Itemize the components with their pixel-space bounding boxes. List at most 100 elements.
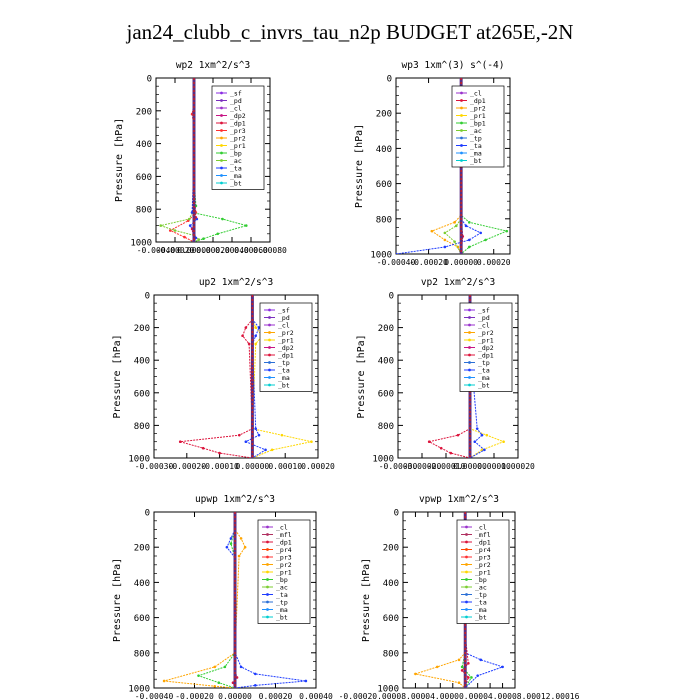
data-point-_dp1 [427,440,431,444]
legend-marker [460,159,463,162]
data-point-_dp1 [241,334,244,338]
legend-marker [266,540,269,544]
legend-label: _pr1 [276,568,292,576]
legend-marker [220,99,223,102]
data-point-_pr2 [213,665,217,669]
data-point-_ta [473,440,477,444]
legend-marker [465,525,468,529]
chart-title: wp2 1xm^2/s^3 [176,60,250,71]
data-point-_ta [467,238,471,242]
y-tick-label: 0 [145,509,150,519]
legend-label: _tp [276,598,288,606]
legend-label: _tp [470,134,482,142]
legend-label: _pr3 [276,553,292,561]
x-tick-label: -0.00020 [156,246,195,255]
x-tick-label: 0.00010 [268,462,302,471]
y-tick-label: 400 [378,357,394,367]
data-point-_ta [239,665,243,669]
legend-marker [220,159,223,162]
data-point-_pr2 [414,672,417,676]
legend-label: _pr3 [230,127,246,135]
data-point-_dp1 [237,433,241,437]
y-tick-label: 400 [376,145,392,155]
legend-marker [266,548,269,551]
legend-marker [460,106,463,110]
legend-marker [465,578,468,581]
y-tick-label: 0 [387,75,392,85]
legend-marker [268,338,271,342]
y-tick-label: 800 [376,215,392,225]
data-point-_pr2 [443,238,447,242]
legend-label: _ta [470,142,482,150]
data-point-_pr2 [453,221,456,224]
legend-label: _pr2 [278,329,294,337]
data-point-_pr2 [243,545,247,549]
legend-label: _sf [278,306,290,314]
legend-marker [468,331,471,334]
legend-marker [266,533,269,536]
legend-marker [460,99,463,102]
data-point-_bp1 [467,245,471,249]
chart-title: wp3 1xm^(3) s^(-4) [402,60,505,71]
y-axis-label: Pressure [hPa] [114,118,125,202]
legend-label: _dp1 [478,351,494,359]
legend-label: _bt [470,157,482,165]
data-point-_pr2 [213,684,217,688]
legend-label: _ta [276,591,288,599]
data-point-_bp [244,224,248,227]
legend-marker [266,585,269,589]
data-point-_dp1 [178,440,182,444]
chart-panel-wp3: wp3 1xm^(3) s^(-4) Pressure [hPa] 0 200 400 6… [354,60,511,267]
legend-label: _pr1 [230,142,246,150]
data-point-_dp1 [456,433,460,437]
legend-marker [468,376,471,379]
legend-label: _pd [478,314,490,322]
legend-label: _pr1 [478,336,494,344]
legend-label: _dp1 [230,119,246,127]
data-point-_dp1 [467,676,470,679]
y-tick-label: 1000 [130,239,152,249]
legend-marker [460,91,463,95]
x-tick-label: 0.00040 [215,246,249,255]
chart-title: up2 1xm^2/s^3 [199,277,273,288]
y-tick-label: 200 [134,324,150,334]
x-tick-label: 0.00080 [253,246,287,255]
legend-label: _bt [230,179,242,187]
y-axis-label: Pressure [hPa] [112,558,123,642]
y-tick-label: 400 [134,579,150,589]
data-point-_ac [443,231,447,235]
data-point-_pr2 [457,681,461,685]
legend-label: _cl [475,523,487,531]
y-tick-label: 200 [134,544,150,554]
legend-marker [268,323,271,327]
data-point-_bp1 [505,229,509,233]
legend-marker [268,376,271,379]
chart-panel-upwp: upwp 1xm^2/s^3 Pressure [hPa] 0 200 400 600 80… [112,494,333,700]
legend-label: _pr2 [276,561,292,569]
y-axis-label: Pressure [hPa] [361,558,372,642]
data-point-_bp [460,665,464,669]
y-tick-label: 200 [136,107,152,117]
legend-label: _dp1 [475,538,491,546]
data-point-_ta [483,448,486,452]
data-point-_ta [225,545,229,549]
legend-marker [468,353,471,357]
data-point-_ta [464,224,468,228]
legend-marker [268,316,271,319]
legend-marker [220,106,223,110]
data-point-_pr1 [310,440,313,444]
x-tick-label: -0.00010 [427,462,466,471]
x-tick-label: -0.00020 [403,462,442,471]
data-point-_ta [253,672,257,676]
x-tick-label: 0.00020 [259,692,293,700]
legend-marker [465,540,468,544]
data-point-_ta [264,448,267,452]
y-tick-label: 0 [145,292,150,302]
legend-marker [460,144,463,147]
legend-label: _cl [278,321,290,329]
chart-title: upwp 1xm^2/s^3 [195,494,275,505]
legend-marker [465,555,468,559]
legend-label: _bp [276,576,288,584]
y-tick-label: 0 [389,292,394,302]
